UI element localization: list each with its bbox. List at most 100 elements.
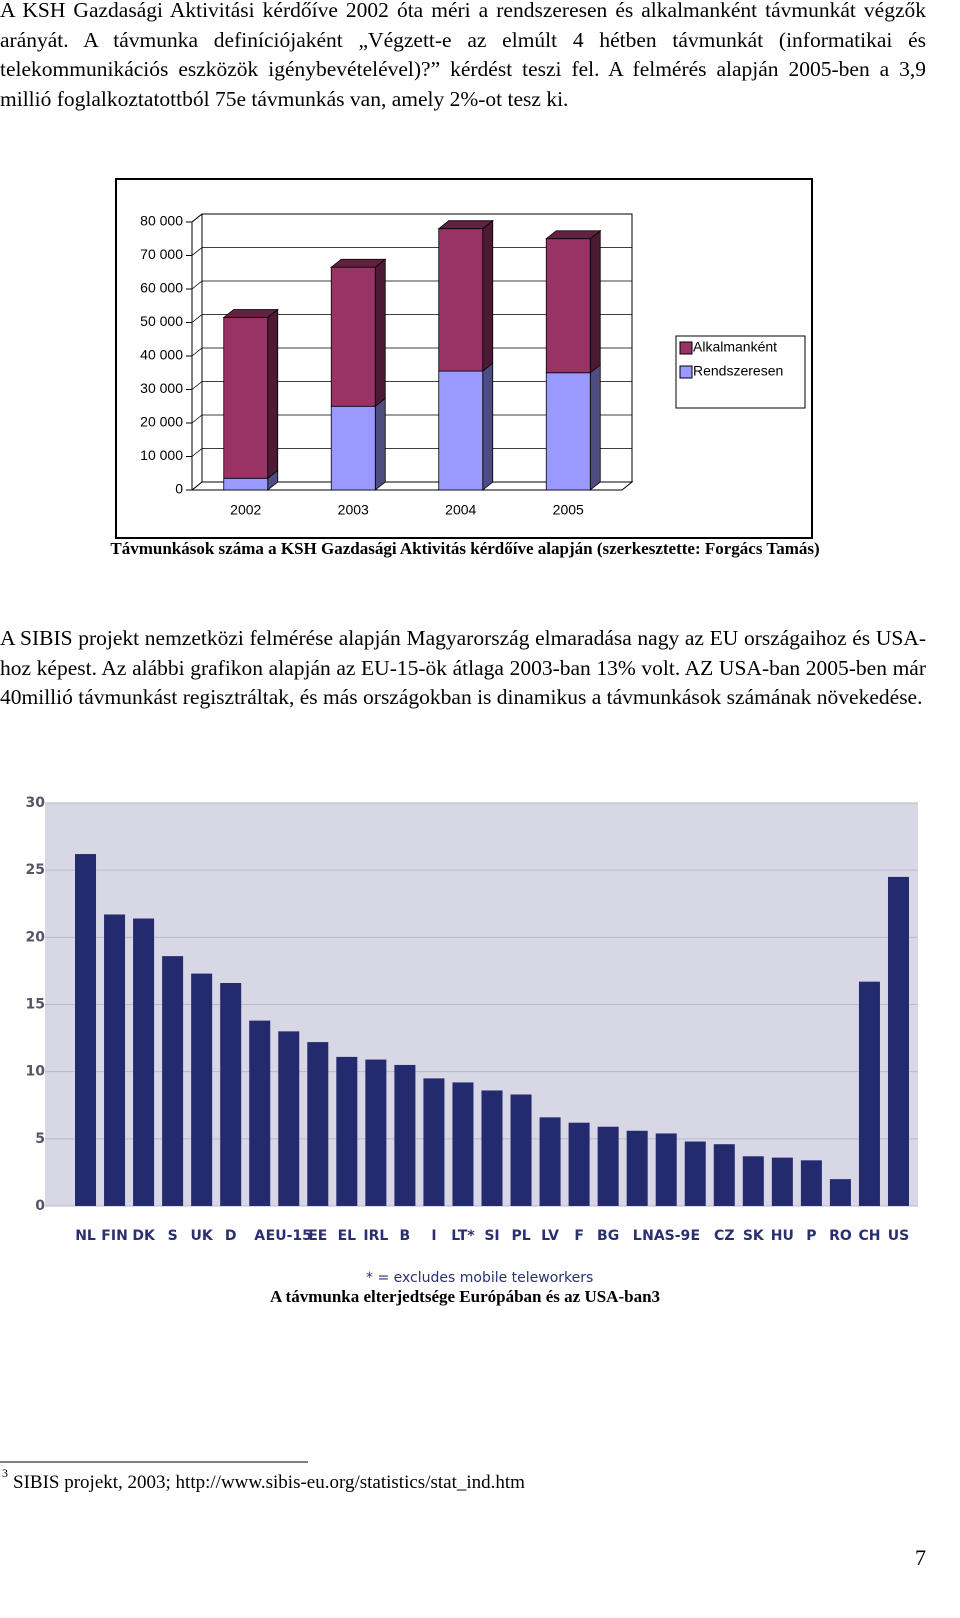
bar-top [330, 258, 387, 268]
y-tick-label: 20 000 [140, 414, 183, 430]
y-tick-label: 25 [26, 862, 45, 878]
paragraph: A KSH Gazdasági Aktivitási kérdőíve 2002… [0, 0, 926, 111]
x-tick-label: D [225, 1228, 237, 1244]
chart-caption: A távmunka elterjedtsége Európában és az… [270, 1287, 660, 1306]
bar [568, 1122, 590, 1206]
x-tick-label: HU [771, 1228, 794, 1244]
y-tick-label: 10 000 [140, 447, 183, 463]
y-tick-label: 70 000 [140, 246, 183, 262]
y-tick-label: 40 000 [140, 347, 183, 363]
bar [887, 876, 909, 1206]
bar [104, 914, 126, 1206]
bar [510, 1094, 532, 1206]
x-tick-label: L [633, 1228, 642, 1244]
bar-side [589, 229, 601, 374]
bar [858, 981, 880, 1206]
bar [713, 1144, 735, 1206]
x-tick-label: 2002 [230, 502, 261, 518]
bar [307, 1042, 329, 1206]
footnote-marker: 3 [2, 1466, 8, 1480]
x-tick-label: EE [308, 1228, 327, 1244]
chart-caption: Távmunkások száma a KSH Gazdasági Aktivi… [110, 539, 819, 558]
chart-note: * = excludes mobile teleworkers [366, 1270, 593, 1286]
bar-top [437, 220, 494, 230]
x-tick-label: US [888, 1228, 909, 1244]
x-tick-label: EL [338, 1228, 357, 1244]
bar [365, 1059, 387, 1206]
bar [829, 1179, 851, 1206]
bar [336, 1056, 358, 1206]
bar [539, 1117, 561, 1206]
bar [162, 956, 184, 1206]
bar [133, 918, 155, 1206]
bar [223, 477, 269, 491]
x-tick-label: 2005 [553, 502, 584, 518]
legend-swatch [679, 341, 693, 355]
bar [249, 1020, 271, 1206]
y-tick-label: 0 [35, 1198, 45, 1214]
x-tick-label: FIN [101, 1228, 128, 1244]
x-tick-label: 2003 [338, 502, 369, 518]
x-tick-label: UK [191, 1228, 214, 1244]
y-tick-label: 30 [26, 795, 46, 811]
x-tick-label: DK [132, 1228, 156, 1244]
x-tick-label: I [431, 1228, 436, 1244]
bar-top [545, 230, 602, 240]
bar-side [267, 308, 279, 480]
bar [545, 238, 591, 374]
bar-side [482, 219, 494, 372]
bar-side [482, 362, 494, 491]
bar [545, 372, 591, 491]
x-tick-label: SK [743, 1228, 765, 1244]
bar [800, 1160, 822, 1206]
y-tick-label: 20 [26, 929, 46, 945]
y-tick-label: 60 000 [140, 280, 183, 296]
bar [330, 266, 376, 407]
y-tick-label: 0 [175, 481, 183, 497]
bar [75, 854, 97, 1206]
bar [438, 228, 484, 372]
paragraph: A SIBIS projekt nemzetközi felmérése ala… [0, 626, 926, 709]
x-tick-label: NAS-9 [642, 1228, 690, 1244]
y-tick-label: 80 000 [140, 213, 183, 229]
x-tick-label: P [806, 1228, 816, 1244]
x-tick-label: 2004 [445, 502, 476, 518]
bar [191, 973, 213, 1206]
x-tick-label: CZ [714, 1228, 734, 1244]
y-tick-label: 15 [26, 997, 45, 1013]
legend-swatch [679, 365, 693, 379]
bar [452, 1082, 474, 1206]
bar [394, 1064, 416, 1206]
legend-label: Alkalmanként [693, 339, 777, 355]
legend-label: Rendszeresen [693, 363, 783, 379]
x-tick-label: LT* [451, 1228, 475, 1244]
bar [742, 1156, 764, 1206]
x-tick-label: S [168, 1228, 178, 1244]
bar [626, 1130, 648, 1206]
bar [330, 405, 376, 491]
legend-box [675, 335, 806, 409]
x-tick-label: RO [829, 1228, 852, 1244]
bar [223, 317, 269, 479]
bar [423, 1078, 445, 1206]
x-tick-label: IRL [363, 1228, 388, 1244]
x-tick-label: BG [597, 1228, 619, 1244]
bar-side [374, 258, 386, 408]
y-tick-label: 5 [35, 1131, 45, 1147]
bar [220, 983, 242, 1206]
x-tick-label: NL [75, 1228, 96, 1244]
bar [684, 1141, 706, 1206]
bar-side [589, 363, 601, 491]
x-tick-label: SI [484, 1228, 499, 1244]
x-tick-label: PL [511, 1228, 530, 1244]
y-tick-label: 30 000 [140, 380, 183, 396]
bar [438, 370, 484, 491]
bar [655, 1133, 677, 1206]
grid-line [191, 213, 632, 223]
y-tick-label: 50 000 [140, 313, 183, 329]
bar [597, 1126, 619, 1206]
x-tick-label: F [574, 1228, 584, 1244]
bar [481, 1090, 503, 1206]
